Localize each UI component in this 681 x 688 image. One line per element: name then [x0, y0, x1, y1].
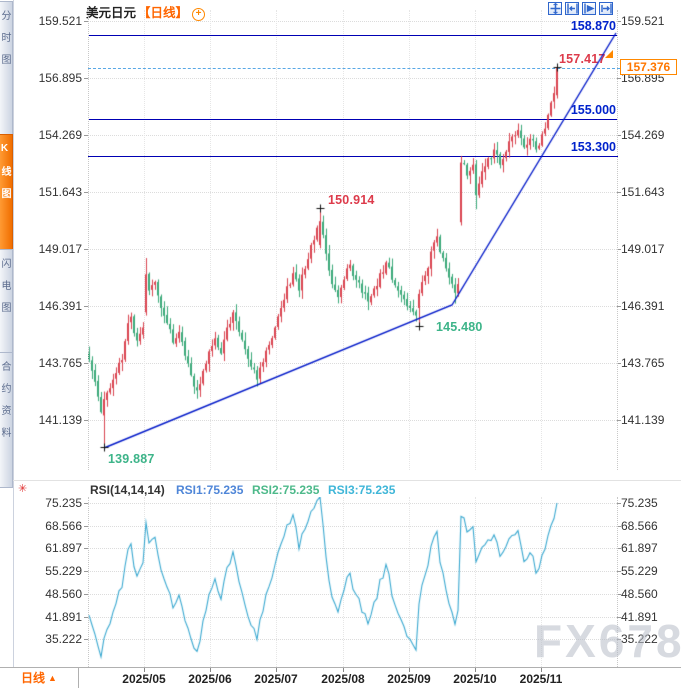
axis-tick [84, 192, 88, 193]
x-axis-date-label: 2025/05 [122, 672, 166, 686]
axis-tick [84, 306, 88, 307]
main-y-label-left: 143.765 [38, 356, 82, 370]
rsi-y-label-right: 75.235 [621, 496, 658, 510]
axis-tick [617, 548, 621, 549]
sidebar-tab-2[interactable]: K线图 [0, 134, 13, 256]
panel-divider [13, 480, 681, 481]
rsi-y-label-left: 68.566 [45, 519, 82, 533]
axis-tick [84, 526, 88, 527]
axis-tick [617, 192, 621, 193]
sidebar-tab-4[interactable]: 合约资料 [0, 352, 13, 488]
rsi2-value: RSI2:75.235 [252, 483, 320, 497]
plot-border [88, 10, 89, 470]
month-tick [409, 668, 410, 672]
main-y-label-right: 146.391 [621, 299, 665, 313]
month-tick [144, 668, 145, 672]
rsi-settings-icon[interactable]: ✳ [18, 483, 28, 495]
main-y-label-right: 154.269 [621, 128, 665, 142]
main-y-label-left: 159.521 [38, 14, 82, 28]
axis-tick [617, 306, 621, 307]
axis-tick [84, 249, 88, 250]
x-axis-date-label: 2025/09 [387, 672, 431, 686]
axis-tick [617, 420, 621, 421]
axis-tick [84, 639, 88, 640]
rsi3-value: RSI3:75.235 [328, 483, 396, 497]
rsi-y-label-left: 61.897 [45, 541, 82, 555]
main-y-label-right: 151.643 [621, 185, 665, 199]
axis-tick [617, 249, 621, 250]
axis-tick [84, 420, 88, 421]
month-tick [541, 668, 542, 672]
current-price-badge: 157.376 [620, 59, 677, 75]
sidebar: 分时图 K线图 闪电图 合约资料 [0, 0, 14, 687]
axis-tick [617, 526, 621, 527]
sidebar-tab-3[interactable]: 闪电图 [0, 249, 13, 359]
rsi-plot[interactable] [88, 497, 618, 667]
x-axis-date-label: 2025/11 [519, 672, 563, 686]
axis-tick [84, 135, 88, 136]
main-y-label-left: 146.391 [38, 299, 82, 313]
main-y-label-right: 159.521 [621, 14, 665, 28]
axis-tick [84, 571, 88, 572]
month-tick [475, 668, 476, 672]
month-tick [276, 668, 277, 672]
chevron-up-icon: ▲ [48, 673, 57, 683]
x-axis-date-label: 2025/07 [254, 672, 298, 686]
axis-tick [84, 617, 88, 618]
axis-tick [84, 363, 88, 364]
rsi-y-label-right: 55.229 [621, 564, 658, 578]
rsi-y-label-right: 35.222 [621, 632, 658, 646]
axis-tick [617, 639, 621, 640]
axis-tick [617, 78, 621, 79]
x-axis-date-label: 2025/08 [321, 672, 365, 686]
rsi-y-label-left: 55.229 [45, 564, 82, 578]
axis-tick [617, 503, 621, 504]
rsi-y-label-left: 48.560 [45, 587, 82, 601]
main-y-label-right: 141.139 [621, 413, 665, 427]
axis-tick [617, 363, 621, 364]
rsi-title: RSI(14,14,14) [90, 483, 165, 497]
rsi-y-label-right: 41.891 [621, 610, 658, 624]
main-y-label-left: 154.269 [38, 128, 82, 142]
candlestick-plot[interactable] [88, 10, 618, 472]
month-tick [343, 668, 344, 672]
main-y-label-left: 149.017 [38, 242, 82, 256]
sidebar-tab-1[interactable]: 分时图 [0, 1, 13, 141]
axis-tick [617, 21, 621, 22]
rsi-y-label-left: 35.222 [45, 632, 82, 646]
plot-border [88, 497, 89, 667]
watermark: FX678 [534, 615, 681, 667]
axis-tick [84, 548, 88, 549]
main-y-label-right: 143.765 [621, 356, 665, 370]
rsi-y-label-left: 41.891 [45, 610, 82, 624]
x-axis-date-label: 2025/10 [453, 672, 497, 686]
axis-tick [617, 594, 621, 595]
price-up-arrow-icon [605, 50, 613, 58]
rsi-y-label-right: 48.560 [621, 587, 658, 601]
axis-tick [617, 571, 621, 572]
rsi-y-label-right: 61.897 [621, 541, 658, 555]
axis-tick [84, 503, 88, 504]
main-y-label-left: 141.139 [38, 413, 82, 427]
rsi1-value: RSI1:75.235 [176, 483, 244, 497]
axis-tick [84, 78, 88, 79]
time-axis-bar: 日线 ▲ 2025/05 2025/06 2025/07 2025/08 2025/09 2… [0, 667, 681, 688]
period-selector[interactable]: 日线 ▲ [0, 668, 79, 688]
axis-tick [84, 594, 88, 595]
plot-border [617, 497, 618, 667]
period-label: 日线 [21, 671, 46, 685]
axis-tick [84, 21, 88, 22]
plot-border [617, 10, 618, 470]
rsi-y-label-right: 68.566 [621, 519, 658, 533]
month-tick [210, 668, 211, 672]
axis-tick [617, 617, 621, 618]
rsi-y-label-left: 75.235 [45, 496, 82, 510]
main-y-label-left: 151.643 [38, 185, 82, 199]
axis-tick [617, 135, 621, 136]
main-y-label-left: 156.895 [38, 71, 82, 85]
x-axis-date-label: 2025/06 [188, 672, 232, 686]
main-y-label-right: 149.017 [621, 242, 665, 256]
